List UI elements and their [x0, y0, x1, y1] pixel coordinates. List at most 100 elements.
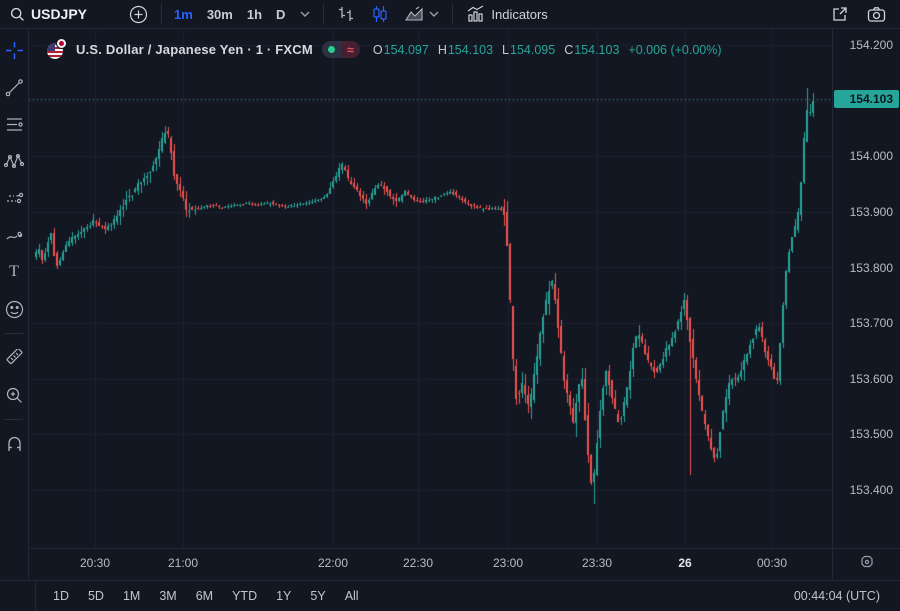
range-all-button[interactable]: All — [344, 589, 359, 603]
toolbar-separator — [161, 4, 163, 24]
camera-icon — [867, 6, 886, 23]
ohlc-high: H 154.103 — [437, 42, 494, 57]
chart-type-area-button[interactable] — [398, 2, 446, 26]
price-tick-label: 153.900 — [849, 204, 893, 219]
ruler-icon — [5, 348, 24, 368]
price-tick-label: 153.500 — [849, 427, 893, 442]
price-tick-label: 154.000 — [849, 149, 893, 164]
toolbar-divider — [5, 419, 23, 420]
interval-1m-button[interactable]: 1m — [174, 6, 193, 22]
interval-1d-button[interactable]: D — [276, 6, 286, 22]
time-tick-label: 00:30 — [756, 556, 788, 570]
measure-tool-button[interactable] — [1, 343, 27, 373]
magnet-tool-button[interactable] — [1, 429, 27, 459]
market-open-dot-icon — [321, 41, 341, 58]
time-tick-label: 20:30 — [79, 556, 111, 570]
range-ytd-button[interactable]: YTD — [232, 589, 258, 603]
chart-plot-area: U.S. Dollar / Japanese Yen · 1 · FXCM ≈ … — [29, 29, 832, 548]
symbol-search-button[interactable]: USDJPY — [8, 2, 94, 26]
crosshair-tool-button[interactable] — [1, 35, 27, 65]
bottom-bar-spacer — [0, 581, 36, 611]
fib-retracement-icon — [5, 115, 24, 134]
time-tick-label: 21:00 — [167, 556, 199, 570]
price-tick-label: 154.200 — [849, 38, 893, 52]
price-tick-label: 153.600 — [849, 371, 893, 386]
session-clock[interactable]: 00:44:04 (UTC) — [793, 589, 880, 603]
time-tick-label: 22:00 — [317, 556, 349, 570]
trend-line-icon — [5, 78, 24, 97]
price-chart-canvas[interactable] — [29, 29, 832, 548]
text-icon: T — [9, 263, 19, 280]
interval-30m-button[interactable]: 30m — [206, 6, 233, 22]
last-price-badge: 154.103 — [834, 89, 899, 108]
range-5d-button[interactable]: 5D — [87, 589, 104, 603]
emoji-tool-button[interactable] — [1, 294, 27, 324]
time-tick-label: 23:00 — [492, 556, 524, 570]
axis-settings-corner — [832, 548, 900, 580]
chart-legend: U.S. Dollar / Japanese Yen · 1 · FXCM ≈ … — [47, 38, 722, 59]
zoom-in-icon — [5, 386, 24, 405]
range-6m-button[interactable]: 6M — [195, 589, 214, 603]
drawing-toolbar: T — [0, 29, 29, 580]
time-tick-label: 26 — [678, 556, 692, 570]
date-range-buttons: 1D 5D 1M 3M 6M YTD 1Y 5Y All — [36, 589, 359, 603]
chevron-down-icon — [300, 11, 310, 17]
brush-tool-button[interactable] — [1, 220, 27, 250]
toolbar-separator — [323, 4, 325, 24]
text-tool-button[interactable]: T — [1, 257, 27, 287]
bottom-bar: 1D 5D 1M 3M 6M YTD 1Y 5Y All 00:44:04 (U… — [0, 580, 900, 611]
price-tick-label: 153.400 — [849, 483, 893, 497]
market-status-pill[interactable]: ≈ — [321, 41, 360, 58]
price-tick-label: 153.700 — [849, 316, 893, 331]
xabcd-pattern-tool-button[interactable] — [1, 146, 27, 176]
toolbar-divider — [5, 333, 23, 334]
symbol-flag-icon — [47, 38, 67, 59]
indicators-button[interactable]: Indicators — [459, 2, 554, 26]
trend-line-tool-button[interactable] — [1, 72, 27, 102]
search-icon — [10, 7, 25, 22]
fib-retracement-tool-button[interactable] — [1, 109, 27, 139]
range-5y-button[interactable]: 5Y — [310, 589, 326, 603]
screenshot-button[interactable] — [863, 2, 890, 26]
range-3m-button[interactable]: 3M — [159, 589, 177, 603]
symbol-name: USDJPY — [31, 6, 88, 22]
ohlc-low: L 154.095 — [502, 42, 556, 57]
time-axis[interactable]: 20:30 21:00 22:00 22:30 23:00 23:30 26 00:30 — [29, 548, 832, 580]
ohlc-close: C 154.103 — [564, 42, 620, 57]
magnet-icon — [5, 435, 24, 454]
price-axis[interactable]: 154.103 154.200 154.000 153.900 153.800 153.… — [832, 29, 900, 548]
price-tick-label: 153.800 — [849, 260, 893, 275]
ohlc-readout: O 154.097 H 154.103 L 154.095 C 154.103 +0.0… — [373, 43, 722, 57]
chart-type-candles-button[interactable] — [364, 2, 396, 26]
share-arrow-icon — [831, 5, 849, 23]
chevron-down-icon — [429, 11, 439, 17]
axis-settings-gear-icon[interactable] — [859, 554, 875, 575]
time-tick-label: 23:30 — [581, 556, 613, 570]
ohlc-open: O 154.097 — [372, 42, 429, 57]
top-toolbar: USDJPY 1m 30m 1h D — [0, 0, 900, 29]
indicators-icon — [466, 5, 486, 23]
chart-type-bars-button[interactable] — [330, 2, 362, 26]
range-1y-button[interactable]: 1Y — [276, 589, 292, 603]
forecast-icon — [5, 189, 24, 208]
area-chart-icon — [405, 6, 424, 22]
zoom-in-tool-button[interactable] — [1, 380, 27, 410]
compare-add-button[interactable] — [122, 2, 155, 26]
legend-symbol-title[interactable]: U.S. Dollar / Japanese Yen · 1 · FXCM — [76, 42, 313, 57]
interval-1h-button[interactable]: 1h — [246, 6, 263, 22]
emoji-smiley-icon — [5, 300, 24, 319]
candles-chart-icon — [371, 5, 389, 23]
range-1m-button[interactable]: 1M — [122, 589, 141, 603]
indicators-label: Indicators — [491, 6, 548, 22]
xabcd-pattern-icon — [4, 152, 24, 171]
bars-chart-icon — [337, 5, 355, 23]
crosshair-icon — [5, 41, 24, 60]
plus-circle-icon — [129, 5, 148, 24]
interval-menu-button[interactable] — [293, 2, 317, 26]
delayed-data-icon: ≈ — [340, 41, 360, 58]
publish-button[interactable] — [827, 2, 853, 26]
range-1d-button[interactable]: 1D — [53, 589, 69, 603]
ohlc-change: +0.006 (+0.00%) — [628, 42, 722, 57]
forecast-tool-button[interactable] — [1, 183, 27, 213]
